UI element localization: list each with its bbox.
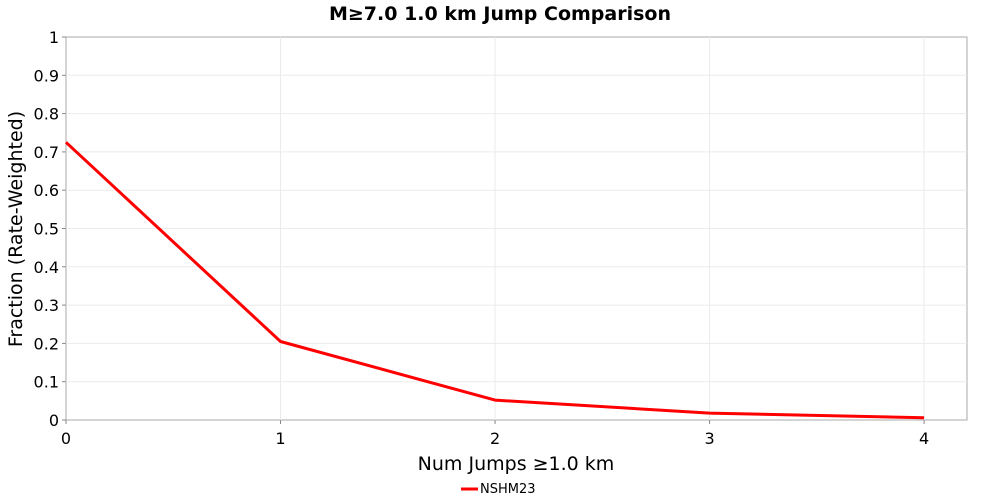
y-tick-label: 0.5: [34, 220, 59, 239]
x-tick-label: 4: [919, 429, 929, 448]
y-tick-label: 0.2: [34, 334, 59, 353]
legend: NSHM23: [461, 482, 536, 497]
x-tick-label: 0: [61, 429, 71, 448]
x-tick-label: 3: [704, 429, 714, 448]
series-line-nshm23: [64, 141, 925, 420]
x-tick-label: 2: [490, 429, 500, 448]
y-tick-label: 1: [49, 28, 59, 47]
y-tick-label: 0.7: [34, 143, 59, 162]
x-tick-label: 1: [275, 429, 285, 448]
y-tick-label: 0.3: [34, 296, 59, 315]
y-tick-label: 0.9: [34, 66, 59, 85]
y-tick-label: 0.4: [34, 258, 59, 277]
series-layer: [64, 141, 925, 420]
x-axis-label: Num Jumps ≥1.0 km: [418, 453, 615, 475]
y-tick-label: 0.1: [34, 373, 59, 392]
chart-title: M≥7.0 1.0 km Jump Comparison: [329, 3, 671, 25]
legend-label-nshm23: NSHM23: [480, 482, 536, 497]
y-tick-label: 0: [49, 411, 59, 430]
y-tick-label: 0.8: [34, 105, 59, 124]
grid: [66, 37, 967, 420]
y-axis-ticks: 0 0.1 0.2 0.3 0.4 0.5 0.6 0.7 0.8 0.9 1: [34, 28, 66, 430]
y-tick-label: 0.6: [34, 181, 59, 200]
y-axis-label: Fraction (Rate-Weighted): [5, 111, 27, 347]
x-axis-ticks: 0 1 2 3 4: [61, 420, 929, 448]
